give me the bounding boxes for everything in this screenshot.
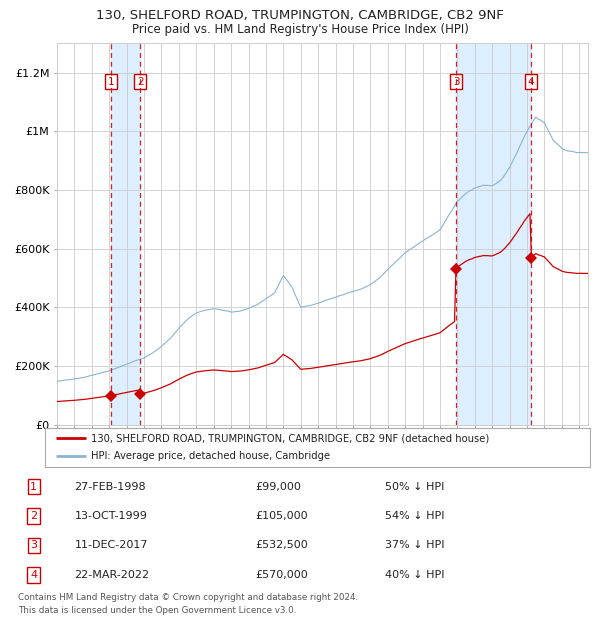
Text: £105,000: £105,000 xyxy=(255,511,308,521)
Bar xyxy=(112,43,140,425)
Text: 13-OCT-1999: 13-OCT-1999 xyxy=(74,511,147,521)
Text: 50% ↓ HPI: 50% ↓ HPI xyxy=(385,482,444,492)
Text: 130, SHELFORD ROAD, TRUMPINGTON, CAMBRIDGE, CB2 9NF (detached house): 130, SHELFORD ROAD, TRUMPINGTON, CAMBRID… xyxy=(91,433,490,443)
Text: 2: 2 xyxy=(30,511,37,521)
Text: £570,000: £570,000 xyxy=(255,570,308,580)
Text: 22-MAR-2022: 22-MAR-2022 xyxy=(74,570,149,580)
Text: Contains HM Land Registry data © Crown copyright and database right 2024.: Contains HM Land Registry data © Crown c… xyxy=(18,593,358,603)
Text: 27-FEB-1998: 27-FEB-1998 xyxy=(74,482,146,492)
Text: £99,000: £99,000 xyxy=(255,482,301,492)
Text: This data is licensed under the Open Government Licence v3.0.: This data is licensed under the Open Gov… xyxy=(18,606,296,616)
Text: 1: 1 xyxy=(30,482,37,492)
Text: 3: 3 xyxy=(453,76,460,87)
Text: 2: 2 xyxy=(137,76,143,87)
Text: 1: 1 xyxy=(108,76,115,87)
Text: 3: 3 xyxy=(30,541,37,551)
Text: 11-DEC-2017: 11-DEC-2017 xyxy=(74,541,148,551)
Text: 37% ↓ HPI: 37% ↓ HPI xyxy=(385,541,444,551)
Text: 4: 4 xyxy=(527,76,534,87)
Text: 54% ↓ HPI: 54% ↓ HPI xyxy=(385,511,444,521)
Text: Price paid vs. HM Land Registry's House Price Index (HPI): Price paid vs. HM Land Registry's House … xyxy=(131,23,469,36)
Bar xyxy=(457,43,531,425)
Text: 4: 4 xyxy=(30,570,37,580)
Text: 130, SHELFORD ROAD, TRUMPINGTON, CAMBRIDGE, CB2 9NF: 130, SHELFORD ROAD, TRUMPINGTON, CAMBRID… xyxy=(96,9,504,22)
Text: HPI: Average price, detached house, Cambridge: HPI: Average price, detached house, Camb… xyxy=(91,451,331,461)
Text: £532,500: £532,500 xyxy=(255,541,308,551)
Text: 40% ↓ HPI: 40% ↓ HPI xyxy=(385,570,444,580)
